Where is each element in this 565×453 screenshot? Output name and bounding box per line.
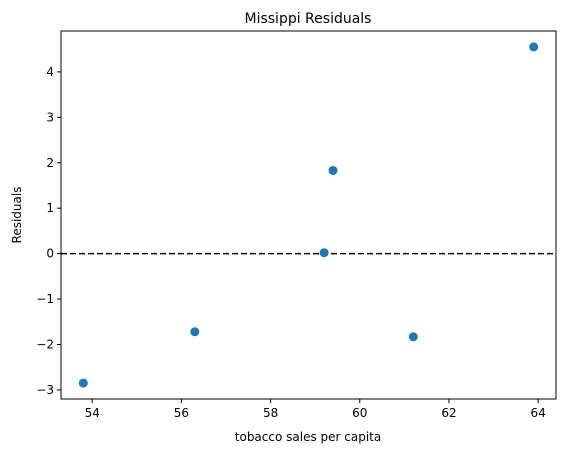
y-axis-label: Residuals xyxy=(10,187,24,244)
plot-frame xyxy=(60,30,557,400)
y-axis: −3 −2 −1 0 1 2 3 4 xyxy=(36,65,61,397)
y-tick-label: 2 xyxy=(46,156,54,170)
data-point-2 xyxy=(190,327,200,337)
data-point-4 xyxy=(328,165,338,175)
y-tick-label: −2 xyxy=(36,337,54,351)
data-point-1 xyxy=(78,378,88,388)
y-tick-label: 3 xyxy=(46,110,54,124)
y-tick-label: −3 xyxy=(36,383,54,397)
chart-title: Missippi Residuals xyxy=(245,11,372,27)
x-axis-label: tobacco sales per capita xyxy=(235,430,381,444)
y-tick-label: −1 xyxy=(36,292,54,306)
plot-area xyxy=(61,42,556,388)
x-axis: 54 56 58 60 62 64 xyxy=(85,399,546,420)
x-tick-label: 58 xyxy=(263,406,278,420)
data-point-3 xyxy=(319,248,329,258)
x-tick-label: 60 xyxy=(352,406,367,420)
x-tick-label: 54 xyxy=(85,406,100,420)
y-tick-label: 4 xyxy=(46,65,54,79)
x-tick-label: 56 xyxy=(174,406,189,420)
data-point-5 xyxy=(408,332,418,342)
y-tick-label: 0 xyxy=(46,247,54,261)
x-tick-label: 62 xyxy=(441,406,456,420)
data-point-6 xyxy=(529,42,539,52)
y-tick-label: 1 xyxy=(46,201,54,215)
x-tick-label: 64 xyxy=(531,406,546,420)
